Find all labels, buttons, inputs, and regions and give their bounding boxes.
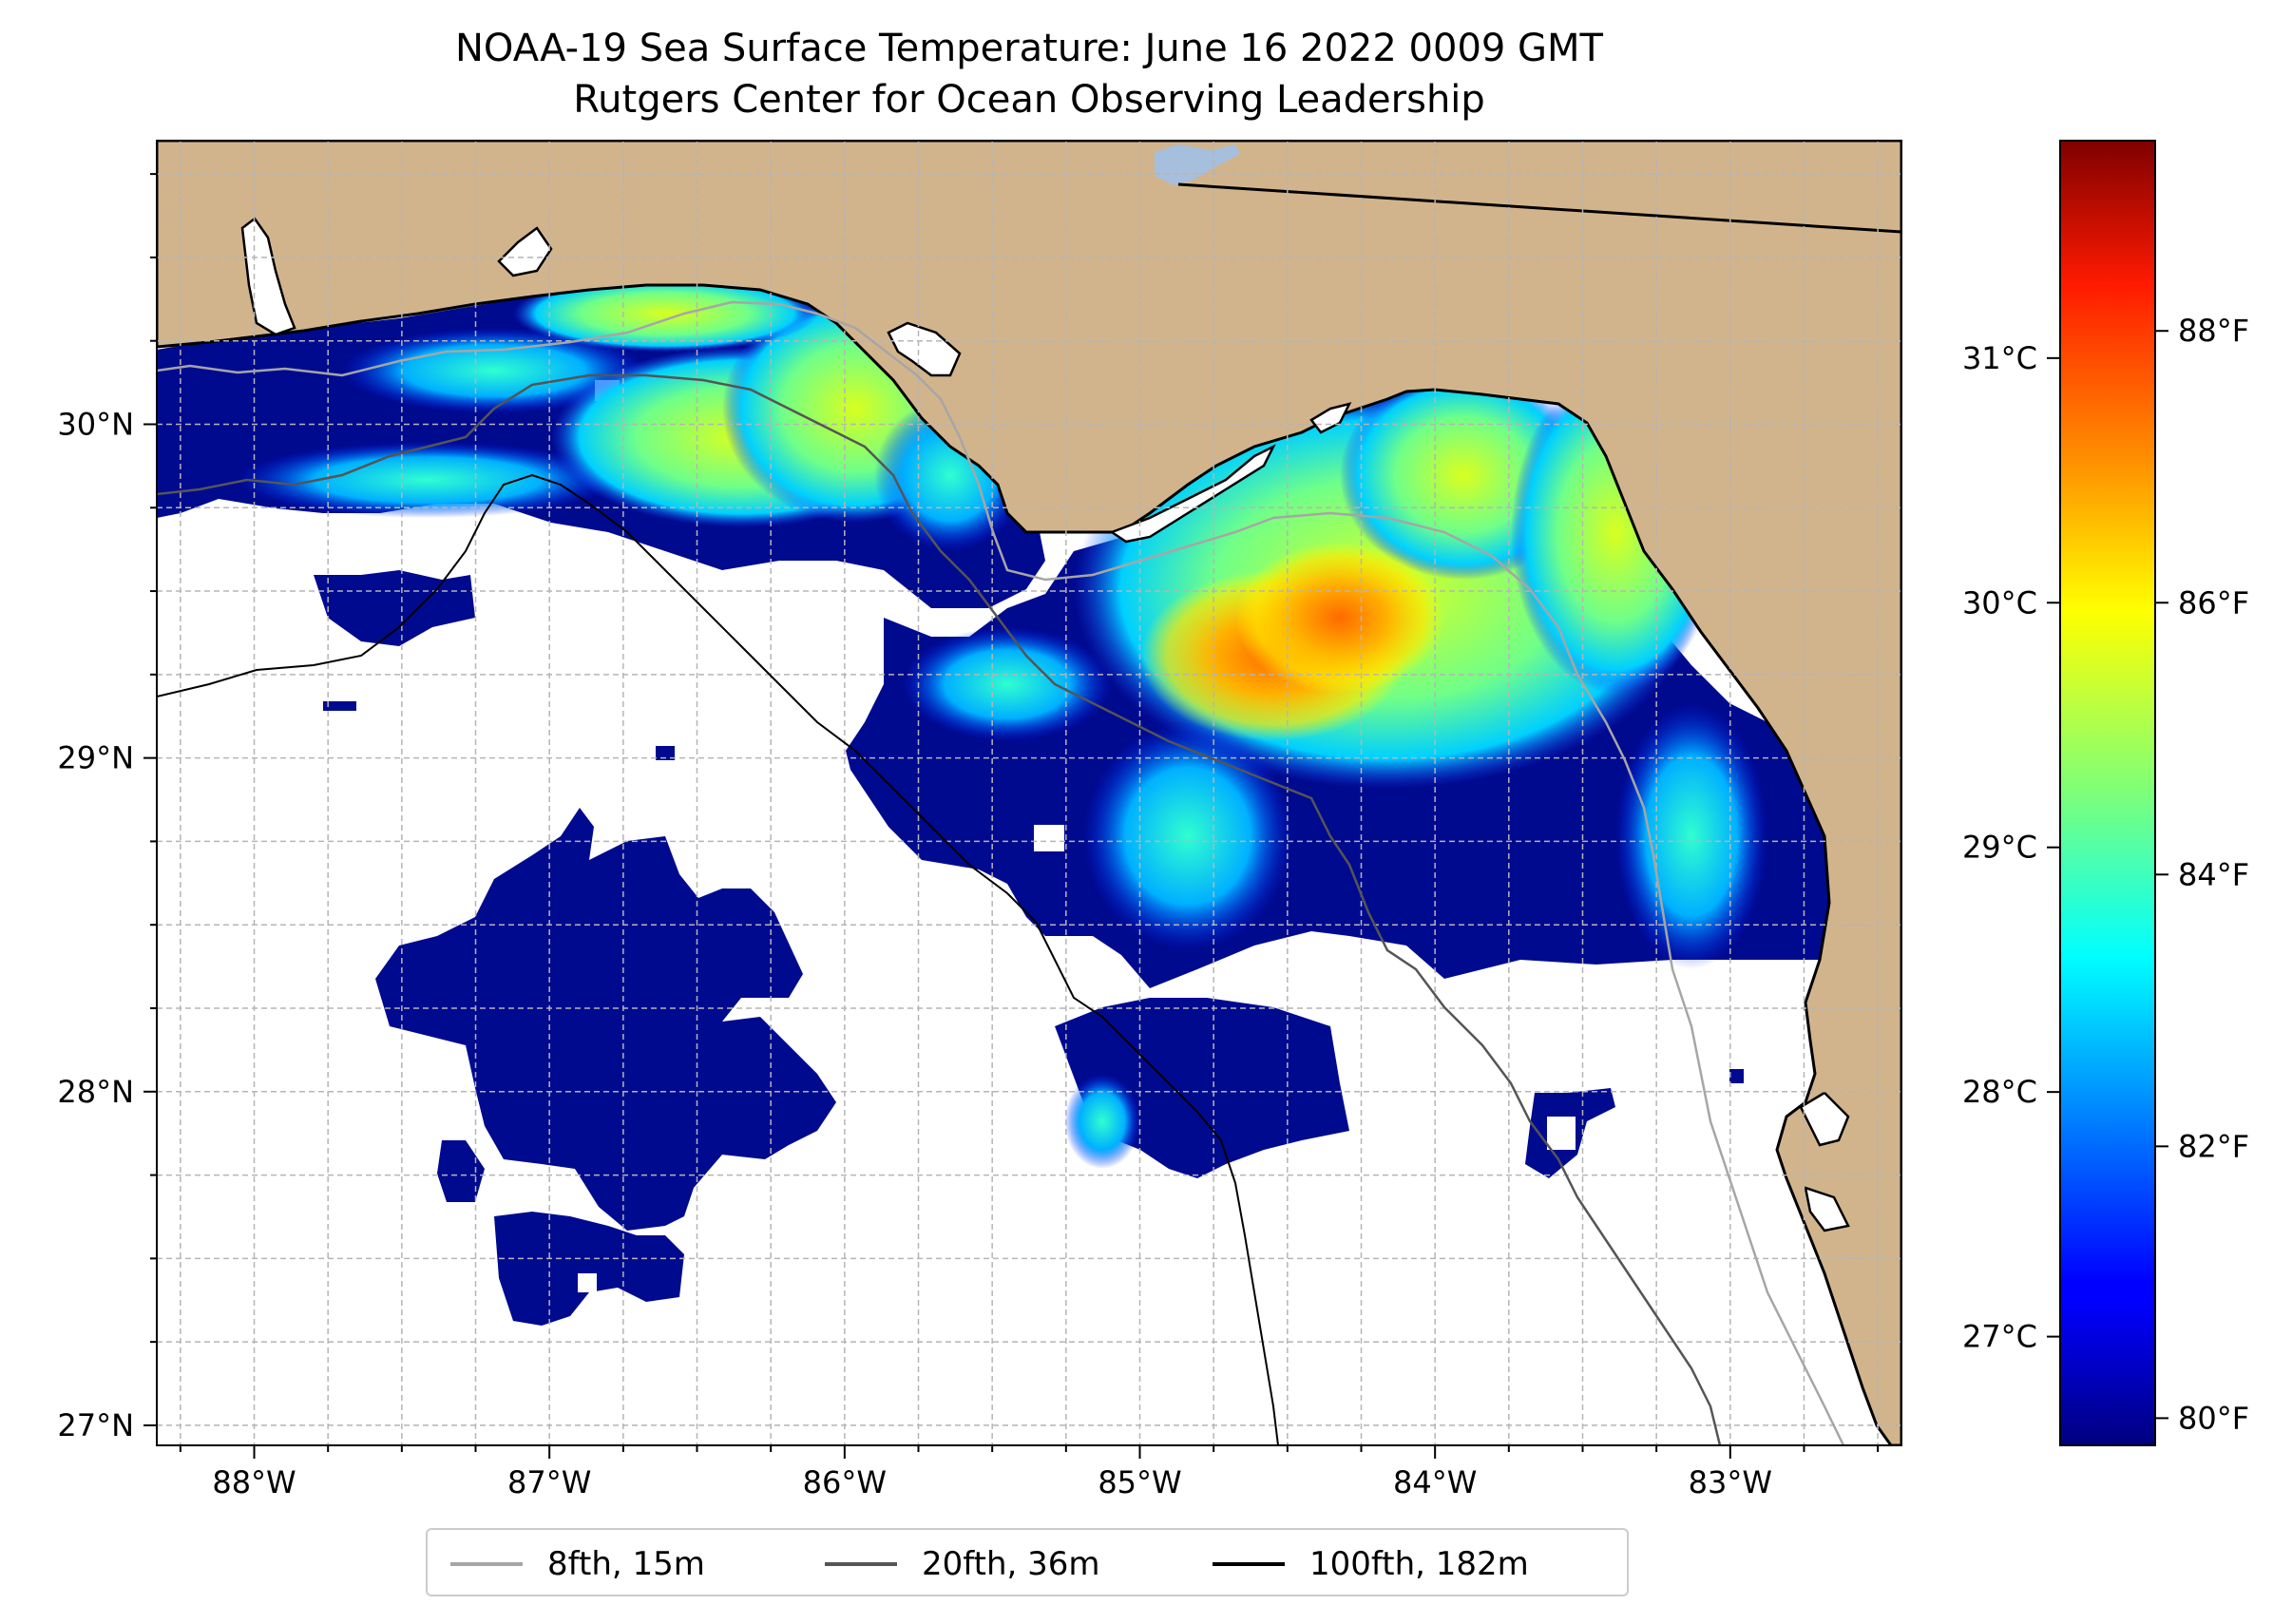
colorbar-c-label: 31°C <box>1962 340 2037 376</box>
legend-label: 8fth, 15m <box>547 1545 705 1583</box>
legend-item-20fth: 20fth, 36m <box>825 1530 1100 1598</box>
lon-tick-label: 87°W <box>507 1464 591 1500</box>
colorbar-c-label: 28°C <box>1962 1074 2037 1110</box>
colorbar <box>2060 141 2155 1445</box>
colorbar-f-label: 82°F <box>2178 1128 2249 1164</box>
colorbar-fahrenheit-labels: 80°F 82°F 84°F 86°F 88°F <box>2178 313 2249 1436</box>
lon-tick-label: 86°W <box>803 1464 887 1500</box>
colorbar-c-label: 29°C <box>1962 830 2037 866</box>
legend-swatch <box>450 1562 523 1566</box>
legend-label: 100fth, 182m <box>1309 1545 1529 1583</box>
colorbar-c-label: 27°C <box>1962 1319 2037 1355</box>
lon-tick-label: 84°W <box>1393 1464 1477 1500</box>
legend-item-100fth: 100fth, 182m <box>1213 1530 1529 1598</box>
lon-tick-label: 88°W <box>212 1464 296 1500</box>
legend-label: 20fth, 36m <box>922 1545 1100 1583</box>
colorbar-f-label: 80°F <box>2178 1400 2249 1436</box>
colorbar-c-label: 30°C <box>1962 584 2037 621</box>
legend-swatch <box>825 1562 897 1566</box>
lat-tick-label: 27°N <box>57 1407 134 1443</box>
lon-tick-label: 85°W <box>1098 1464 1181 1500</box>
legend: 8fth, 15m 20fth, 36m 100fth, 182m <box>426 1528 1629 1596</box>
legend-item-8fth: 8fth, 15m <box>450 1530 705 1598</box>
longitude-labels: 88°W 87°W 86°W 85°W 84°W 83°W <box>212 1464 1772 1500</box>
colorbar-f-label: 84°F <box>2178 856 2249 892</box>
lon-tick-label: 83°W <box>1689 1464 1772 1500</box>
colorbar-f-label: 88°F <box>2178 313 2249 349</box>
lat-tick-label: 28°N <box>57 1074 134 1110</box>
lat-tick-label: 30°N <box>57 406 134 442</box>
latitude-labels: 27°N 28°N 29°N 30°N <box>57 406 134 1442</box>
colorbar-f-label: 86°F <box>2178 584 2249 621</box>
legend-swatch <box>1213 1562 1285 1566</box>
colorbar-celsius-labels: 27°C 28°C 29°C 30°C 31°C <box>1962 340 2037 1355</box>
lat-tick-label: 29°N <box>57 740 134 776</box>
